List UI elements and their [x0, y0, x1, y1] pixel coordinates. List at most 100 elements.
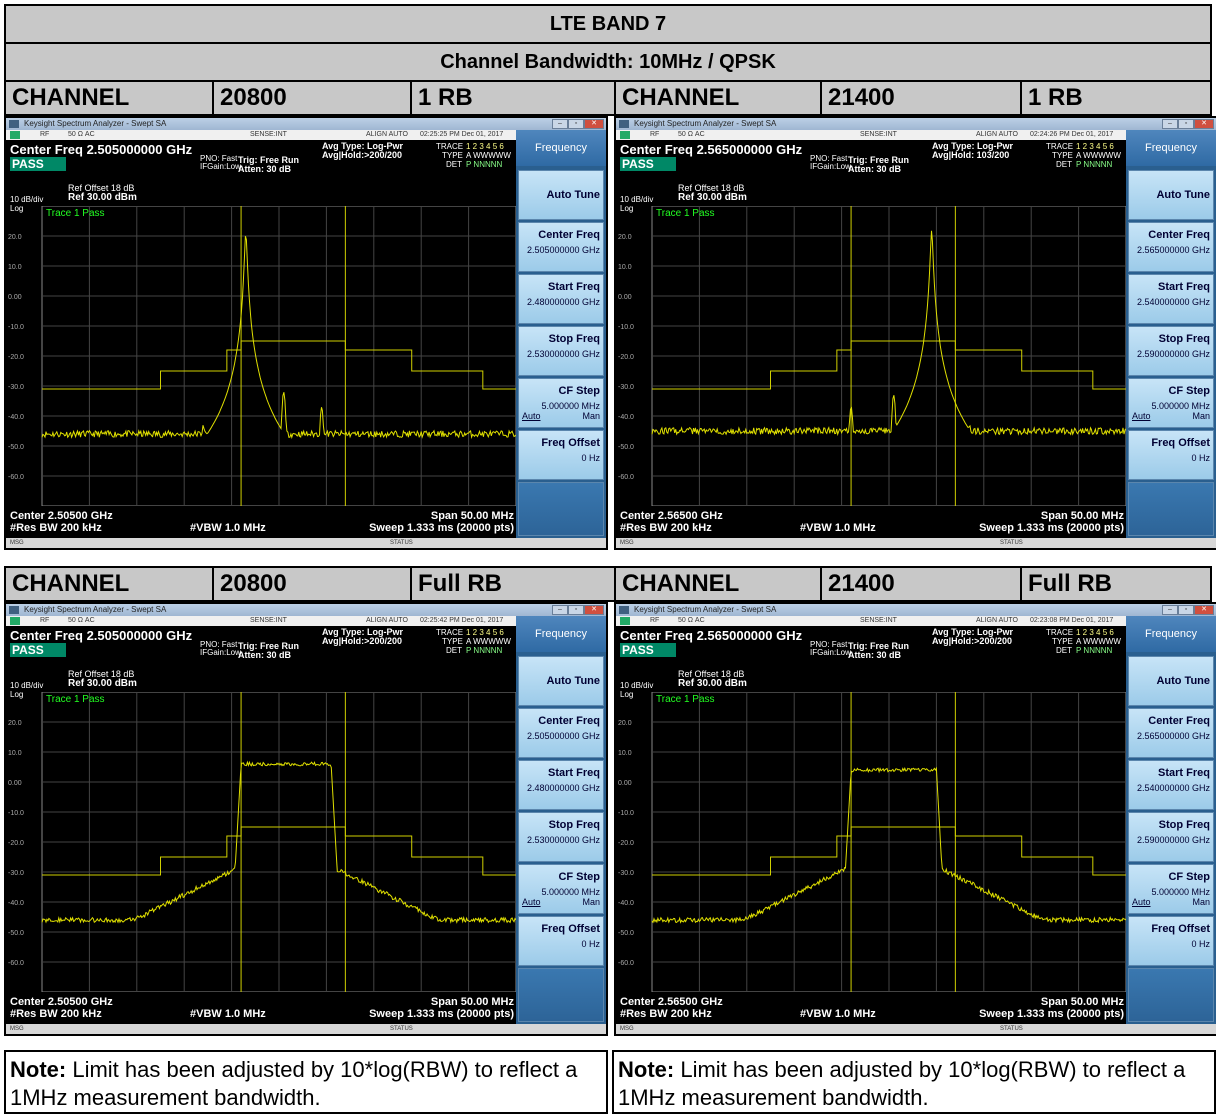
impedance-label: 50 Ω AC [68, 617, 95, 624]
y-tick-label: 10.0 [618, 264, 632, 271]
spectrum-trace [651, 766, 1126, 924]
note-bold: Note: [10, 1057, 67, 1082]
trace-label: TRACE [436, 628, 464, 637]
trace-numbers: 1 2 3 4 5 6 [1076, 142, 1114, 151]
auto-tune-button[interactable]: Auto Tune [518, 656, 604, 706]
empty-softkey[interactable] [1128, 482, 1214, 536]
cf-step-man[interactable]: Man [1192, 897, 1210, 907]
y-tick-label: 0.00 [618, 780, 632, 787]
cf-step-button[interactable]: CF Step 5.000000 MHz Auto Man [518, 864, 604, 914]
start-freq-value: 2.540000000 GHz [1136, 297, 1210, 307]
center-freq-button[interactable]: Center Freq 2.565000000 GHz [1128, 222, 1214, 272]
timestamp: 02:25:25 PM Dec 01, 2017 [420, 131, 504, 138]
channel-label: CHANNEL [4, 80, 214, 116]
start-freq-button[interactable]: Start Freq 2.480000000 GHz [518, 274, 604, 324]
atten-label: Atten: 30 dB [238, 650, 292, 660]
center-readout: Center 2.50500 GHz [10, 996, 113, 1008]
close-icon[interactable]: ✕ [1194, 119, 1214, 129]
center-freq-button[interactable]: Center Freq 2.565000000 GHz [1128, 708, 1214, 758]
close-icon[interactable]: ✕ [584, 119, 604, 129]
cf-step-man[interactable]: Man [582, 411, 600, 421]
trace-detectors: P NNNNN [466, 646, 503, 655]
stop-freq-label: Stop Freq [1158, 333, 1210, 345]
avg-type-label: Avg Type: Log-Pwr [322, 141, 403, 151]
auto-tune-button[interactable]: Auto Tune [1128, 170, 1214, 220]
span-readout: Span 50.00 MHz [1040, 510, 1124, 522]
title-bar: Keysight Spectrum Analyzer - Swept SA – … [616, 604, 1216, 616]
empty-softkey[interactable] [518, 968, 604, 1022]
channel-number: 21400 [820, 80, 1022, 116]
cf-step-auto[interactable]: Auto [1132, 897, 1151, 907]
close-icon[interactable]: ✕ [584, 605, 604, 615]
auto-tune-button[interactable]: Auto Tune [518, 170, 604, 220]
center-freq-button[interactable]: Center Freq 2.505000000 GHz [518, 708, 604, 758]
stop-freq-button[interactable]: Stop Freq 2.530000000 GHz [518, 326, 604, 376]
res-bw: #Res BW 200 kHz [10, 1008, 102, 1020]
pno-label: PNO: Fast [810, 154, 848, 163]
sweep-readout: Sweep 1.333 ms (20000 pts) [979, 1008, 1124, 1020]
rf-label: RF [40, 131, 50, 138]
restore-icon[interactable]: ▫ [1178, 119, 1194, 129]
trigger-label: Trig: Free Run [238, 155, 300, 165]
empty-softkey[interactable] [518, 482, 604, 536]
stop-freq-button[interactable]: Stop Freq 2.530000000 GHz [518, 812, 604, 862]
cf-step-auto[interactable]: Auto [1132, 411, 1151, 421]
auto-tune-button[interactable]: Auto Tune [1128, 656, 1214, 706]
trigger-label: Trig: Free Run [848, 155, 910, 165]
spectrum-plot: 20.0 10.0 0.00 -10.0 -20.0 -30.0 -40.0 -50.0 -60… [8, 206, 516, 506]
sweep-readout: Sweep 1.333 ms (20000 pts) [369, 522, 514, 534]
cf-step-button[interactable]: CF Step 5.000000 MHz Auto Man [518, 378, 604, 428]
avg-hold-label: Avg|Hold:>200/200 [322, 636, 402, 646]
frequency-menu-header[interactable]: Frequency [1126, 616, 1216, 652]
stop-freq-button[interactable]: Stop Freq 2.590000000 GHz [1128, 326, 1214, 376]
restore-icon[interactable]: ▫ [568, 605, 584, 615]
span-readout: Span 50.00 MHz [430, 996, 514, 1008]
freq-offset-button[interactable]: Freq Offset 0 Hz [1128, 916, 1214, 966]
cf-step-button[interactable]: CF Step 5.000000 MHz Auto Man [1128, 378, 1214, 428]
restore-icon[interactable]: ▫ [1178, 605, 1194, 615]
frequency-menu-header[interactable]: Frequency [516, 616, 606, 652]
bandwidth-subtitle: Channel Bandwidth: 10MHz / QPSK [4, 42, 1212, 82]
minimize-icon[interactable]: – [1162, 605, 1178, 615]
center-freq-readout: Center Freq 2.565000000 GHz [620, 628, 803, 643]
trigger-label: Trig: Free Run [238, 641, 300, 651]
freq-offset-button[interactable]: Freq Offset 0 Hz [1128, 430, 1214, 480]
ifgain-label: IFGain:Low [810, 162, 851, 171]
trace-detectors: P NNNNN [466, 160, 503, 169]
minimize-icon[interactable]: – [552, 119, 568, 129]
start-freq-button[interactable]: Start Freq 2.540000000 GHz [1128, 760, 1214, 810]
note-text: Limit has been adjusted by 10*log(RBW) t… [10, 1057, 578, 1110]
softkey-panel: Frequency Auto Tune Center Freq 2.505000… [516, 130, 606, 538]
channel-number: 20800 [212, 80, 412, 116]
close-icon[interactable]: ✕ [1194, 605, 1214, 615]
freq-offset-button[interactable]: Freq Offset 0 Hz [518, 430, 604, 480]
cf-step-auto[interactable]: Auto [522, 411, 541, 421]
freq-offset-button[interactable]: Freq Offset 0 Hz [518, 916, 604, 966]
rf-label: RF [650, 131, 660, 138]
start-freq-button[interactable]: Start Freq 2.540000000 GHz [1128, 274, 1214, 324]
cf-step-button[interactable]: CF Step 5.000000 MHz Auto Man [1128, 864, 1214, 914]
minimize-icon[interactable]: – [552, 605, 568, 615]
minimize-icon[interactable]: – [1162, 119, 1178, 129]
rb-allocation: 1 RB [410, 80, 616, 116]
rb-allocation: Full RB [1020, 566, 1212, 602]
restore-icon[interactable]: ▫ [568, 119, 584, 129]
center-freq-button[interactable]: Center Freq 2.505000000 GHz [518, 222, 604, 272]
frequency-menu-header[interactable]: Frequency [516, 130, 606, 166]
spectrum-analyzer-screenshot: Keysight Spectrum Analyzer - Swept SA – … [614, 602, 1216, 1036]
cf-step-man[interactable]: Man [582, 897, 600, 907]
cf-step-auto[interactable]: Auto [522, 897, 541, 907]
softkey-panel: Frequency Auto Tune Center Freq 2.565000… [1126, 130, 1216, 538]
empty-softkey[interactable] [1128, 968, 1214, 1022]
avg-type-label: Avg Type: Log-Pwr [322, 627, 403, 637]
app-icon [619, 120, 629, 128]
impedance-label: 50 Ω AC [678, 131, 705, 138]
frequency-menu-header[interactable]: Frequency [1126, 130, 1216, 166]
stop-freq-button[interactable]: Stop Freq 2.590000000 GHz [1128, 812, 1214, 862]
start-freq-button[interactable]: Start Freq 2.480000000 GHz [518, 760, 604, 810]
trace-numbers: 1 2 3 4 5 6 [1076, 628, 1114, 637]
cf-step-man[interactable]: Man [1192, 411, 1210, 421]
align-label: ALIGN AUTO [976, 617, 1018, 624]
avg-type-label: Avg Type: Log-Pwr [932, 627, 1013, 637]
y-tick-label: -10.0 [8, 324, 24, 331]
